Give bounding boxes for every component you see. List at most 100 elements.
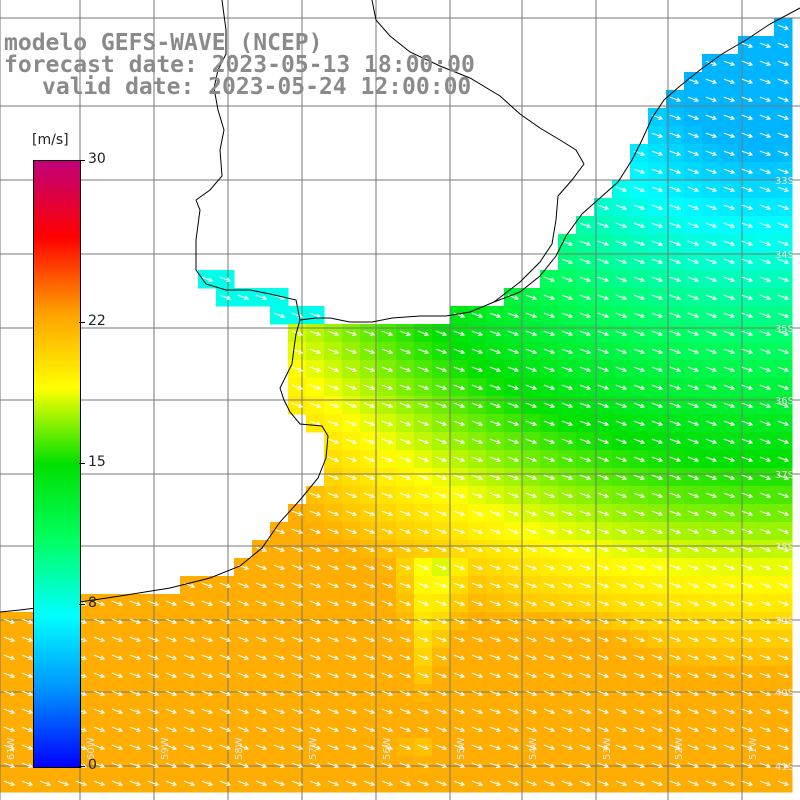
wave-arrow (579, 618, 592, 624)
wave-arrow (453, 330, 466, 336)
wave-arrow (507, 726, 520, 732)
wave-arrow (3, 744, 16, 750)
wave-arrow (651, 402, 664, 408)
wave-arrow (759, 114, 772, 120)
wave-arrow (327, 348, 340, 354)
wave-arrow (759, 546, 772, 552)
wave-arrow (507, 582, 520, 588)
wave-arrow (453, 618, 466, 624)
wave-arrow (489, 348, 502, 354)
longitude-label: 56W (382, 737, 393, 760)
wave-arrow (399, 726, 412, 732)
wave-arrow (687, 222, 700, 228)
wave-arrow (777, 654, 790, 660)
wave-arrow (669, 690, 682, 696)
wave-arrow (579, 276, 592, 282)
wave-arrow (705, 744, 718, 750)
wave-arrow (489, 708, 502, 714)
wave-arrow (525, 762, 538, 768)
wave-arrow (381, 690, 394, 696)
wave-arrow (111, 654, 124, 660)
wave-arrow (741, 204, 754, 210)
wave-arrow (3, 762, 16, 768)
wave-arrow (399, 384, 412, 390)
wave-arrow (219, 618, 232, 624)
wave-arrow (147, 762, 160, 768)
wave-arrow (759, 420, 772, 426)
wave-arrow (291, 384, 304, 390)
wave-arrow (111, 618, 124, 624)
wave-arrow (345, 384, 358, 390)
wave-arrow (165, 654, 178, 660)
wave-arrow (777, 438, 790, 444)
longitude-label: 59W (160, 737, 171, 760)
wave-arrow (417, 492, 430, 498)
wave-arrow (651, 420, 664, 426)
wave-arrow (165, 618, 178, 624)
wave-arrow (777, 420, 790, 426)
wave-arrow (363, 474, 376, 480)
wave-arrow (705, 366, 718, 372)
colorbar-units: [m/s] (32, 132, 69, 148)
wave-arrow (3, 780, 16, 786)
wave-arrow (363, 780, 376, 786)
map-title-forecast-date: forecast date: 2023-05-13 18:00:00 (4, 52, 475, 78)
wave-arrow (129, 636, 142, 642)
wave-arrow (669, 438, 682, 444)
wave-arrow (381, 762, 394, 768)
wave-arrow (345, 438, 358, 444)
wave-arrow (345, 474, 358, 480)
wave-arrow (291, 366, 304, 372)
wave-arrow (615, 294, 628, 300)
wave-arrow (327, 456, 340, 462)
wave-arrow (741, 744, 754, 750)
wave-arrow (543, 312, 556, 318)
wave-arrow (363, 384, 376, 390)
wave-arrow (381, 726, 394, 732)
wave-arrow (651, 204, 664, 210)
wave-arrow (183, 780, 196, 786)
wave-arrow (633, 780, 646, 786)
wave-arrow (759, 690, 772, 696)
wave-arrow (597, 690, 610, 696)
wave-arrow (3, 726, 16, 732)
wave-arrow (633, 348, 646, 354)
wave-arrow (471, 546, 484, 552)
wave-arrow (777, 780, 790, 786)
wave-arrow (597, 276, 610, 282)
wave-arrow (741, 330, 754, 336)
wave-arrow (597, 510, 610, 516)
wave-arrow (273, 600, 286, 606)
wave-arrow (309, 636, 322, 642)
wave-arrow (327, 708, 340, 714)
wave-arrow (777, 330, 790, 336)
wave-arrow (273, 654, 286, 660)
wave-arrow (147, 690, 160, 696)
wave-arrow (633, 384, 646, 390)
wave-arrow (705, 384, 718, 390)
wave-arrow (633, 258, 646, 264)
wave-arrow (309, 366, 322, 372)
wave-arrow (327, 492, 340, 498)
wave-arrow (741, 546, 754, 552)
wave-arrow (381, 600, 394, 606)
latitude-label: 40S (775, 688, 794, 699)
wave-arrow (453, 510, 466, 516)
wave-arrow (381, 672, 394, 678)
wave-arrow (327, 330, 340, 336)
wave-arrow (201, 780, 214, 786)
wave-arrow (435, 672, 448, 678)
wave-arrow (327, 528, 340, 534)
wave-arrow (669, 582, 682, 588)
wave-arrow (705, 204, 718, 210)
wave-arrow (615, 528, 628, 534)
wave-arrow (255, 654, 268, 660)
longitude-label: 54W (528, 737, 539, 760)
wave-arrow (363, 690, 376, 696)
wave-arrow (759, 42, 772, 48)
wave-arrow (669, 150, 682, 156)
wave-arrow (525, 636, 538, 642)
wave-arrow (597, 546, 610, 552)
wave-arrow (759, 744, 772, 750)
wave-arrow (327, 654, 340, 660)
